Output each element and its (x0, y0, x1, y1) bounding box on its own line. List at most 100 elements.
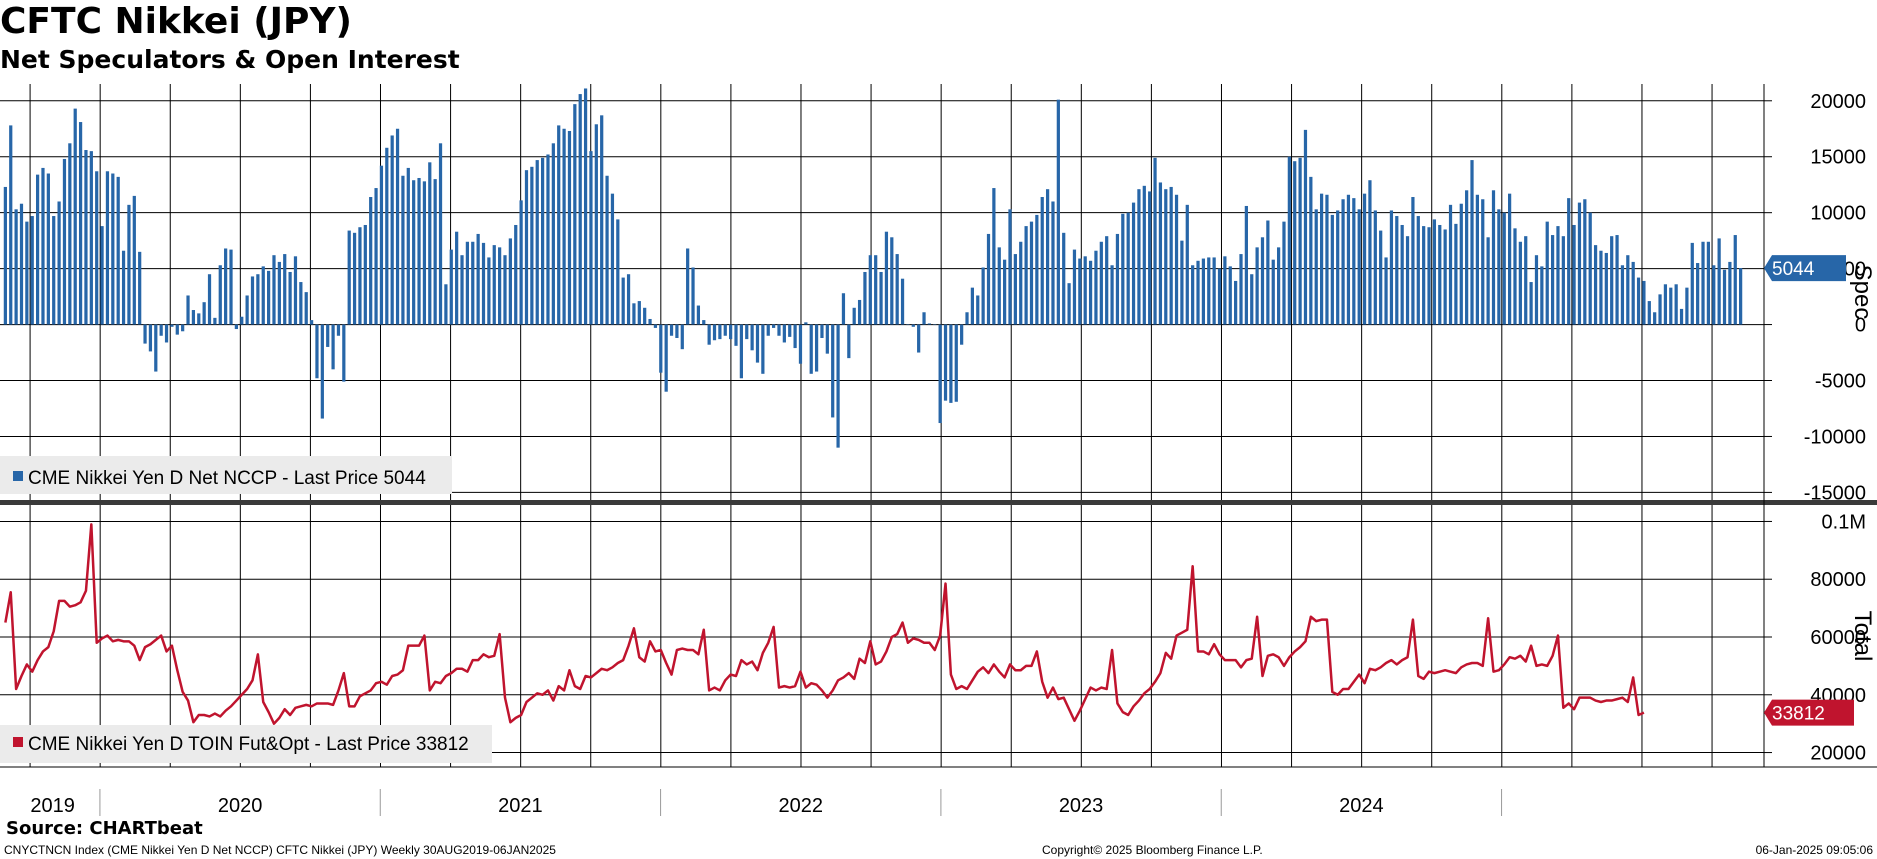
spec-bar (1319, 193, 1324, 325)
spec-bar (836, 324, 840, 448)
spec-bar (1368, 180, 1372, 325)
spec-bar (406, 167, 410, 325)
spec-bar (1045, 189, 1050, 325)
spec-bar (84, 150, 88, 325)
spec-bar (1427, 227, 1431, 325)
spec-bar (481, 242, 486, 325)
spec-bar (992, 188, 996, 325)
spec-bar (1631, 261, 1635, 325)
spec-bar (503, 255, 507, 325)
spec-bar (240, 316, 244, 325)
spec-bar (1615, 235, 1619, 325)
spec-bar (293, 256, 298, 325)
spec-bar (589, 151, 593, 325)
spec-bar (691, 267, 695, 325)
spec-bar (1411, 197, 1415, 325)
spec-bar (89, 151, 93, 325)
spec-bar (1201, 258, 1206, 325)
spec-bar (277, 261, 281, 325)
spec-bar (669, 324, 674, 336)
spec-bar (1422, 226, 1426, 325)
spec-bar (181, 324, 185, 332)
spec-bar (868, 255, 872, 325)
copyright: Copyright© 2025 Bloomberg Finance L.P. (1042, 843, 1263, 857)
spec-bar (960, 324, 964, 345)
spec-bar (1583, 199, 1587, 325)
source-label: Source: CHARTbeat (6, 818, 203, 839)
spec-bar (164, 324, 169, 343)
spec-bar (551, 143, 555, 325)
spec-tick-label: -10000 (1804, 426, 1866, 448)
spec-bar (1663, 284, 1668, 325)
spec-bar (723, 324, 727, 336)
spec-bar (1567, 198, 1571, 325)
spec-bar (1158, 182, 1163, 325)
spec-bar (1115, 233, 1120, 325)
spec-bar (712, 324, 717, 341)
spec-bar (1244, 205, 1248, 325)
x-year-label: 2024 (1339, 795, 1384, 817)
legends: CME Nikkei Yen D Net NCCP - Last Price 5… (0, 456, 492, 763)
spec-bar (831, 324, 835, 418)
spec-bar (965, 312, 969, 325)
spec-bar (648, 318, 652, 325)
last-value-markers: 5044 33812 (1764, 255, 1854, 726)
spec-bar (1465, 190, 1469, 325)
spec-bar (1362, 193, 1367, 325)
spec-bar (57, 201, 61, 325)
spec-bar (739, 324, 743, 379)
spec-bar (1395, 216, 1399, 325)
spec-bar (1384, 257, 1388, 325)
spec-bar (1416, 216, 1420, 325)
spec-bar (1234, 280, 1238, 325)
spec-bar (1336, 210, 1340, 325)
spec-bar (1169, 186, 1173, 325)
spec-bar (1352, 198, 1356, 325)
spec-bar (857, 299, 862, 325)
spec-bar (997, 247, 1001, 325)
spec-bar (519, 200, 523, 325)
total-tick-label: 0.1M (1822, 511, 1866, 533)
spec-bar (1088, 260, 1093, 325)
spec-last-value: 5044 (1772, 259, 1815, 280)
spec-bar (78, 122, 83, 325)
spec-bar (471, 241, 475, 325)
spec-bar (267, 270, 271, 325)
spec-bar (1481, 199, 1485, 325)
spec-bar (782, 324, 786, 343)
total-axis-title: Total (1849, 611, 1876, 662)
spec-bar (933, 324, 937, 326)
spec-bar (261, 266, 265, 325)
legend-spec-box (0, 456, 452, 494)
spec-bar (1679, 308, 1684, 325)
spec-bar (1185, 204, 1189, 325)
spec-bar (943, 324, 948, 401)
spec-bar (890, 237, 894, 325)
spec-bar (433, 179, 437, 325)
spec-bar (1325, 194, 1329, 325)
spec-bar (1062, 232, 1066, 325)
spec-bar (1024, 226, 1028, 325)
panel-divider (0, 500, 1877, 505)
spec-bar (772, 324, 776, 328)
spec-bar (1142, 185, 1146, 325)
spec-bar (1518, 241, 1522, 325)
spec-bar (1491, 190, 1496, 325)
spec-bar (299, 282, 303, 325)
spec-bar (1008, 209, 1012, 325)
spec-bar (1153, 157, 1157, 325)
spec-bar (1540, 266, 1544, 325)
spec-bar (1593, 245, 1598, 325)
spec-bar (1191, 265, 1195, 325)
spec-bar (1217, 268, 1222, 325)
spec-last-value-tag (1764, 255, 1846, 282)
spec-bar (132, 195, 136, 325)
spec-bar (1502, 212, 1506, 325)
legend-spec-text: CME Nikkei Yen D Net NCCP - Last Price 5… (28, 468, 426, 489)
spec-bar (777, 324, 781, 336)
spec-bar (272, 255, 276, 325)
spec-bar (1653, 312, 1657, 325)
spec-bar (1438, 224, 1442, 325)
spec-bar (986, 233, 991, 325)
spec-bar (1174, 194, 1179, 325)
